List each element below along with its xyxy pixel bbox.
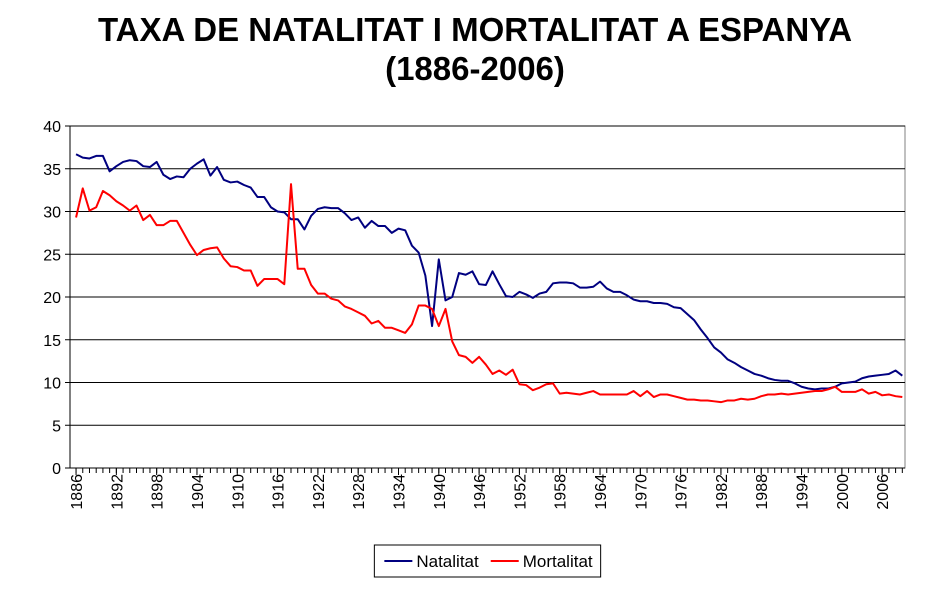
- x-tick-label: 1958: [553, 474, 570, 510]
- x-tick-label: 1934: [391, 474, 408, 510]
- x-tick-label: 1946: [472, 474, 489, 510]
- x-tick-label: 1976: [674, 474, 691, 510]
- x-tick-label: 1964: [593, 474, 610, 510]
- x-tick-label: 1898: [150, 474, 167, 510]
- y-tick-label: 40: [43, 119, 61, 136]
- y-tick-label: 5: [52, 418, 61, 435]
- x-tick-label: 1904: [190, 474, 207, 510]
- x-tick-label: 1988: [754, 474, 771, 510]
- y-tick-label: 10: [43, 376, 61, 393]
- y-tick-label: 15: [43, 333, 61, 350]
- x-tick-label: 2000: [835, 474, 852, 510]
- x-tick-label: 1952: [512, 474, 529, 510]
- x-tick-label: 1940: [432, 474, 449, 510]
- x-tick-label: 1928: [351, 474, 368, 510]
- chart-subtitle: (1886-2006): [385, 50, 565, 87]
- x-tick-label: 1922: [311, 474, 328, 510]
- x-tick-label: 1910: [230, 474, 247, 510]
- y-tick-label: 20: [43, 290, 61, 307]
- y-tick-label: 30: [43, 205, 61, 222]
- x-tick-label: 1970: [633, 474, 650, 510]
- series-line: [75, 153, 903, 391]
- y-tick-label: 25: [43, 247, 61, 264]
- x-tick-label: 1994: [795, 474, 812, 510]
- x-tick-label: 1886: [69, 474, 86, 510]
- x-tick-label: 1982: [714, 474, 731, 510]
- x-tick-label: 1892: [109, 474, 126, 510]
- x-tick-label: 2006: [875, 474, 892, 510]
- y-tick-label: 0: [52, 461, 61, 478]
- series-line: [75, 183, 903, 404]
- legend: Natalitat Mortalitat: [373, 544, 602, 578]
- x-tick-label: 1916: [271, 474, 288, 510]
- chart-title: TAXA DE NATALITAT I MORTALITAT A ESPANYA: [98, 11, 852, 48]
- legend-label: Natalitat: [416, 552, 479, 571]
- legend-label: Mortalitat: [523, 552, 593, 571]
- y-tick-label: 35: [43, 162, 61, 179]
- legend-box: [373, 544, 602, 578]
